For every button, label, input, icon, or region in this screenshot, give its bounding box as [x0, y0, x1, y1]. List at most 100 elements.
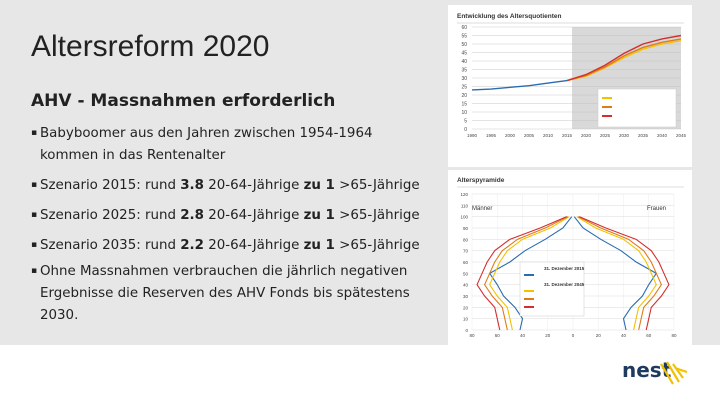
- x-tick-label: 2025: [600, 133, 611, 138]
- x-tick-label: 2000: [505, 133, 516, 138]
- bullet-marker: ▪: [31, 180, 38, 190]
- bullet-text: Szenario 2015: rund: [40, 178, 181, 193]
- series-line-3: [566, 34, 682, 82]
- x-tick-label: 20: [596, 333, 602, 338]
- pyramid-right-1: [576, 216, 657, 331]
- bullet-szenario-2025: ▪ Szenario 2025: rund 2.8 20-64-Jährige z…: [31, 204, 461, 227]
- x-tick-label: 2005: [524, 133, 535, 138]
- x-tick-label: 80: [671, 333, 677, 338]
- x-tick-label: 40: [621, 333, 627, 338]
- y-tick-label: 0: [465, 328, 468, 333]
- ratio-zu: zu 1: [303, 238, 335, 253]
- altersquotient-chart: Entwicklung des Altersquotienten 0 5 10 15 2…: [448, 5, 692, 167]
- bullet-szenario-2035: ▪ Szenario 2035: rund 2.2 20-64-Jährige z…: [31, 234, 461, 257]
- y-tick-label: 120: [460, 192, 468, 197]
- y-tick-label: 40: [461, 59, 467, 65]
- bullet-text: 20-64-Jährige: [203, 208, 304, 223]
- ratio-zu: zu 1: [303, 178, 335, 193]
- alterspyramide-chart-svg: Alterspyramide 0 10 20 30 40 50 60 70 80 90 100 110…: [457, 177, 684, 338]
- chart-legend: 31. Dezember 2015 31. Dezember 2045: [519, 261, 585, 317]
- bullet-text: Szenario 2025: rund: [40, 208, 181, 223]
- bullet-marker: ▪: [31, 240, 38, 250]
- nest-logo-mark-icon: [660, 361, 688, 385]
- y-tick-label: 55: [461, 34, 467, 40]
- ratio-value: 2.2: [180, 238, 204, 253]
- y-tick-label: 60: [463, 260, 469, 265]
- x-tick-label: 1990: [467, 133, 478, 138]
- y-tick-label: 10: [463, 317, 469, 322]
- y-tick-label: 110: [461, 203, 469, 208]
- slide-title: Altersreform 2020: [31, 30, 270, 63]
- x-tick-label: 2040: [657, 133, 668, 138]
- y-tick-label: 70: [463, 249, 469, 254]
- y-tick-label: 80: [463, 237, 469, 242]
- bullet-marker: ▪: [31, 266, 38, 276]
- series-line-0: [471, 79, 568, 91]
- y-tick-label: 100: [460, 215, 468, 220]
- chart-series: [471, 34, 682, 91]
- y-tick-label: 90: [463, 226, 469, 231]
- legend-date-2015: 31. Dezember 2015: [544, 266, 585, 271]
- bullet-text: Ohne Massnahmen verbrauchen die jährlich…: [40, 264, 408, 279]
- alterspyramide-chart: Alterspyramide 0 10 20 30 40 50 60 70 80 90 100 110…: [448, 170, 692, 345]
- x-tick-label: 2010: [543, 133, 554, 138]
- y-tick-label: 25: [461, 85, 467, 91]
- x-tick-label: 2030: [619, 133, 630, 138]
- x-tick-label: 80: [469, 333, 475, 338]
- ratio-value: 2.8: [180, 208, 204, 223]
- y-tick-label: 50: [461, 42, 467, 48]
- y-tick-label: 20: [461, 93, 467, 99]
- bullet-marker: ▪: [31, 210, 38, 220]
- x-tick-label: 2035: [638, 133, 649, 138]
- nest-logo: nest: [622, 358, 672, 382]
- y-tick-label: 35: [461, 68, 467, 74]
- bullet-text: >65-Jährige: [334, 178, 420, 193]
- bullet-text: >65-Jährige: [334, 238, 420, 253]
- chart-title: Entwicklung des Altersquotienten: [457, 13, 562, 20]
- right-label: Frauen: [647, 206, 666, 212]
- x-tick-label: 2045: [676, 133, 687, 138]
- chart-legend: [597, 88, 677, 128]
- pyramid-right-2: [577, 216, 663, 331]
- bullet-text: Szenario 2035: rund: [40, 238, 181, 253]
- bullet-text-continued: 2030.: [40, 308, 79, 323]
- y-tick-label: 30: [461, 76, 467, 82]
- x-tick-label: 60: [495, 333, 501, 338]
- left-label: Männer: [472, 206, 492, 212]
- bullet-text-continued: kommen in das Rentenalter: [40, 148, 226, 163]
- pyramid-left-1: [489, 216, 570, 331]
- x-tick-label: 2020: [581, 133, 592, 138]
- y-tick-label: 10: [461, 110, 467, 116]
- chart-series: [476, 216, 670, 331]
- x-tick-label: 2015: [562, 133, 573, 138]
- bullet-text: >65-Jährige: [334, 208, 420, 223]
- y-tick-label: 5: [464, 119, 467, 125]
- altersquotient-chart-svg: Entwicklung des Altersquotienten 0 5 10 15 2…: [457, 13, 687, 138]
- ratio-value: 3.8: [180, 178, 204, 193]
- ratio-zu: zu 1: [303, 208, 335, 223]
- bullet-babyboomer: ▪ Babyboomer aus den Jahren zwischen 1954…: [31, 122, 461, 167]
- y-tick-label: 45: [461, 51, 467, 57]
- series-line-1: [566, 39, 682, 82]
- slide-subtitle: AHV - Massnahmen erforderlich: [31, 91, 336, 111]
- legend-date-2045: 31. Dezember 2045: [544, 282, 585, 287]
- y-tick-label: 20: [463, 305, 469, 310]
- x-tick-label: 60: [646, 333, 652, 338]
- bullet-text: Babyboomer aus den Jahren zwischen 1954-…: [40, 126, 373, 141]
- bullet-reserven: ▪ Ohne Massnahmen verbrauchen die jährlic…: [31, 260, 461, 327]
- y-tick-label: 60: [461, 25, 467, 31]
- x-tick-label: 0: [572, 333, 575, 338]
- y-tick-label: 0: [464, 127, 467, 133]
- bullet-text: 20-64-Jährige: [203, 178, 304, 193]
- series-line-2: [566, 38, 682, 82]
- pyramid-left-3: [476, 216, 567, 331]
- bullet-text-continued: Ergebnisse die Reserven des AHV Fonds bi…: [40, 286, 410, 301]
- y-tick-label: 50: [463, 271, 469, 276]
- x-tick-label: 40: [520, 333, 526, 338]
- x-tick-label: 1995: [486, 133, 497, 138]
- pyramid-left-2: [483, 216, 569, 331]
- bullet-text: 20-64-Jährige: [203, 238, 304, 253]
- y-tick-label: 15: [461, 102, 467, 108]
- y-tick-label: 40: [463, 283, 469, 288]
